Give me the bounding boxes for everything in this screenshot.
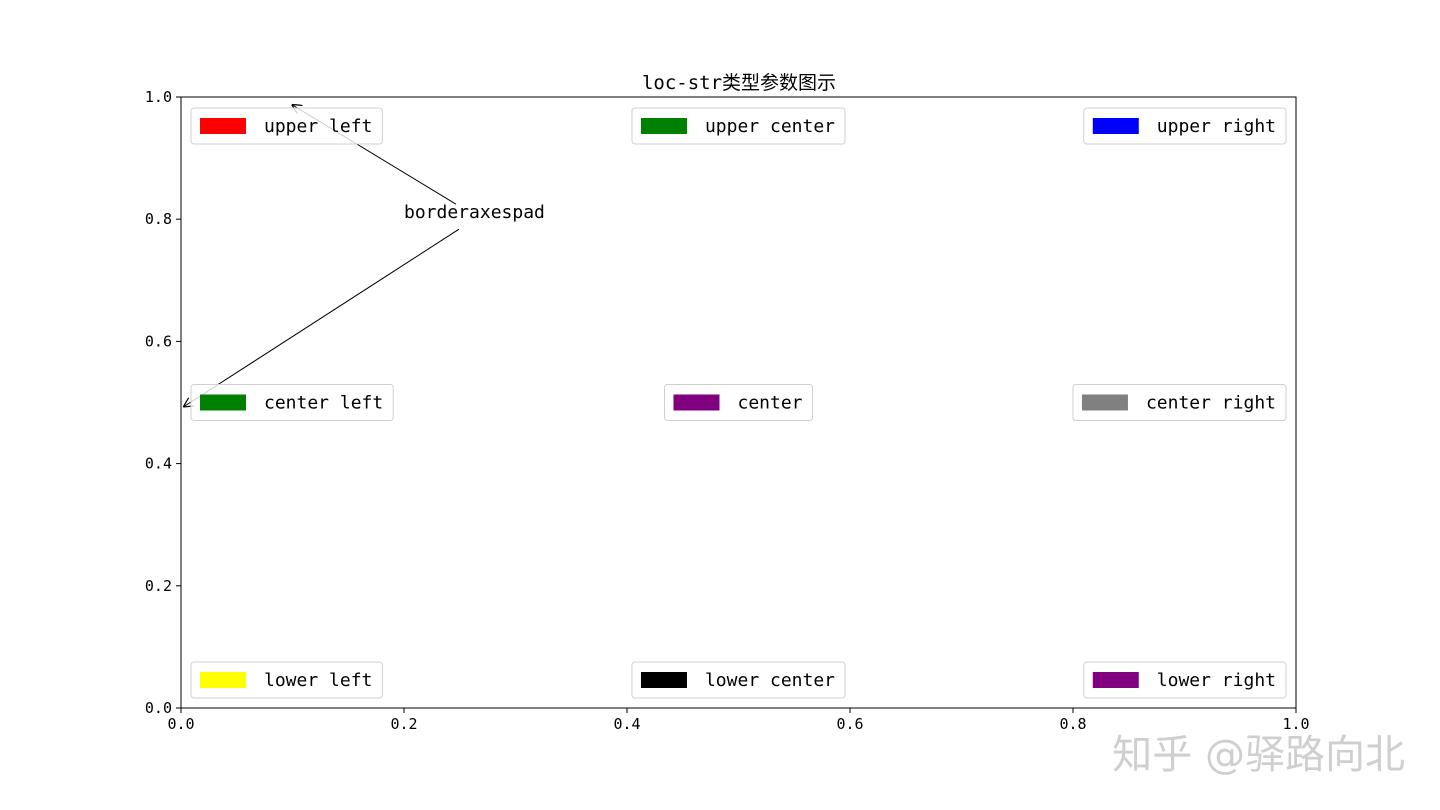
legend-center-left: center left <box>190 384 394 421</box>
legend-center: center <box>663 384 814 421</box>
x-tick-label: 0.2 <box>390 715 417 733</box>
legend-frame <box>1083 661 1287 699</box>
legend-frame <box>1083 107 1287 145</box>
y-tick-label: 0.2 <box>145 577 172 595</box>
x-axis-ticks: 0.0 0.2 0.4 0.6 0.8 1.0 <box>167 708 1310 733</box>
y-tick-label: 0.8 <box>145 210 172 228</box>
legend-frame <box>631 107 846 145</box>
legend-swatch <box>1092 672 1139 688</box>
x-tick-label: 0.8 <box>1059 715 1086 733</box>
y-tick-label: 0.4 <box>145 455 172 473</box>
legend-frame <box>1072 384 1287 421</box>
y-axis-ticks: 0.0 0.2 0.4 0.6 0.8 1.0 <box>145 88 181 717</box>
legend-lower-right: lower right <box>1083 661 1287 699</box>
legend-swatch <box>200 394 246 411</box>
legend-lower-center: lower center <box>631 661 846 699</box>
legends: upper left upper center upper right center … <box>190 107 1287 699</box>
axes <box>180 96 1297 709</box>
y-tick-label: 1.0 <box>145 88 172 106</box>
legend-label: lower right <box>1157 670 1276 691</box>
legend-label: lower center <box>705 670 835 691</box>
legend-frame <box>631 661 846 699</box>
legend-frame <box>190 107 383 145</box>
legend-frame <box>190 661 383 699</box>
legend-upper-right: upper right <box>1083 107 1287 145</box>
legend-frame <box>190 384 394 421</box>
y-tick-label: 0.6 <box>145 332 172 350</box>
legend-label: lower left <box>264 670 372 691</box>
legend-upper-left: upper left <box>190 107 383 145</box>
legend-swatch <box>200 118 246 134</box>
legend-label: center right <box>1146 393 1276 414</box>
legend-swatch <box>200 672 246 688</box>
annotation-arrow <box>184 228 460 406</box>
legend-center-right: center right <box>1072 384 1287 421</box>
annotation: borderaxespad <box>184 105 545 407</box>
legend-swatch <box>1092 118 1139 134</box>
legend-swatch <box>673 394 720 411</box>
legend-label: upper right <box>1157 116 1276 137</box>
y-tick-label: 0.0 <box>145 699 172 717</box>
x-tick-label: 0.0 <box>167 715 194 733</box>
legend-upper-center: upper center <box>631 107 846 145</box>
legend-label: upper center <box>705 116 835 137</box>
legend-label: center <box>737 393 802 414</box>
legend-label: center left <box>264 393 383 414</box>
watermark: 知乎 @驿路向北 <box>1112 732 1405 778</box>
legend-lower-left: lower left <box>190 661 383 699</box>
legend-swatch <box>1081 394 1128 411</box>
x-tick-label: 0.6 <box>836 715 863 733</box>
chart-title: loc-str类型参数图示 <box>642 72 836 94</box>
plot-frame <box>180 96 1297 709</box>
legend-swatch <box>640 672 687 688</box>
x-tick-label: 0.4 <box>613 715 640 733</box>
legend-frame <box>663 384 814 421</box>
legend-label: upper left <box>264 116 372 137</box>
x-tick-label: 1.0 <box>1282 715 1309 733</box>
annotation-text: borderaxespad <box>404 202 545 223</box>
legend-swatch <box>640 118 687 134</box>
